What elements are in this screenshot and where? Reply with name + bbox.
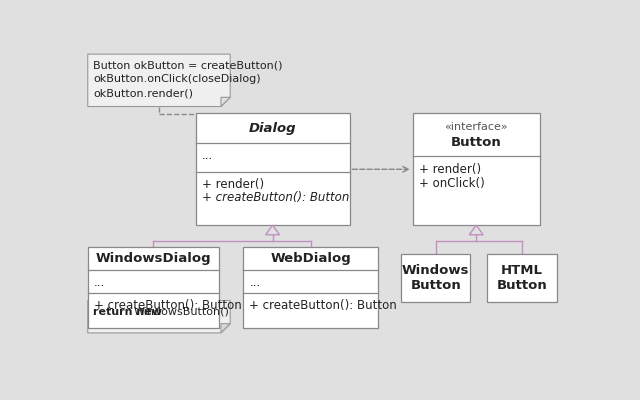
Bar bbox=[243, 247, 378, 328]
Bar bbox=[401, 254, 470, 302]
Bar bbox=[88, 247, 219, 328]
Text: + createButton(): Button: + createButton(): Button bbox=[250, 299, 397, 312]
Text: Dialog: Dialog bbox=[249, 122, 296, 134]
Text: Button: Button bbox=[451, 136, 502, 149]
Text: ...: ... bbox=[94, 276, 105, 289]
Text: + createButton(): Button: + createButton(): Button bbox=[202, 191, 349, 204]
Text: + render(): + render() bbox=[419, 164, 481, 176]
Text: Windows
Button: Windows Button bbox=[402, 264, 470, 292]
Text: okButton.onClick(closeDialog): okButton.onClick(closeDialog) bbox=[93, 74, 260, 84]
Text: WindowsButton(): WindowsButton() bbox=[133, 307, 229, 317]
Polygon shape bbox=[88, 54, 230, 106]
Text: + createButton(): Button: + createButton(): Button bbox=[94, 299, 242, 312]
Text: ...: ... bbox=[250, 276, 260, 289]
Polygon shape bbox=[221, 97, 230, 106]
Text: + onClick(): + onClick() bbox=[419, 177, 484, 190]
Polygon shape bbox=[88, 300, 230, 333]
Bar bbox=[196, 114, 349, 225]
Text: Button okButton = createButton(): Button okButton = createButton() bbox=[93, 60, 283, 70]
Text: okButton.render(): okButton.render() bbox=[93, 88, 193, 98]
Text: WindowsDialog: WindowsDialog bbox=[95, 252, 211, 265]
Text: ...: ... bbox=[202, 149, 213, 162]
Polygon shape bbox=[266, 225, 280, 235]
Bar bbox=[413, 114, 540, 225]
Text: return new: return new bbox=[93, 307, 166, 317]
Text: «interface»: «interface» bbox=[444, 122, 508, 132]
Polygon shape bbox=[469, 225, 483, 235]
Text: WebDialog: WebDialog bbox=[270, 252, 351, 265]
Bar bbox=[488, 254, 557, 302]
Polygon shape bbox=[221, 324, 230, 333]
Text: HTML
Button: HTML Button bbox=[497, 264, 547, 292]
Text: + render(): + render() bbox=[202, 178, 264, 191]
